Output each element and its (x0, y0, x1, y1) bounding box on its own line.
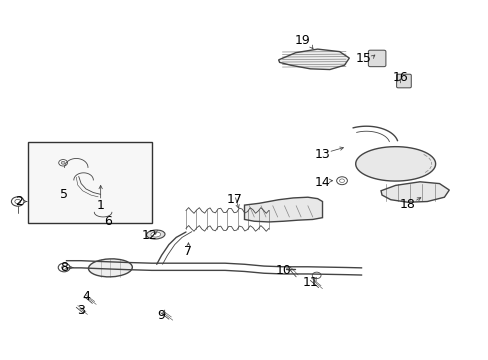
Text: 8: 8 (60, 261, 68, 274)
Circle shape (336, 177, 346, 185)
FancyBboxPatch shape (367, 50, 385, 67)
Text: 11: 11 (302, 276, 318, 289)
Polygon shape (355, 147, 435, 181)
Text: 4: 4 (82, 290, 90, 303)
Text: 9: 9 (157, 309, 165, 322)
Text: 6: 6 (104, 215, 112, 228)
Text: 2: 2 (15, 195, 23, 208)
Ellipse shape (146, 230, 164, 239)
Polygon shape (380, 182, 448, 202)
Text: 3: 3 (77, 305, 85, 318)
Text: 7: 7 (184, 245, 192, 258)
Text: 10: 10 (275, 264, 291, 277)
Circle shape (15, 199, 20, 204)
FancyBboxPatch shape (27, 142, 152, 223)
Circle shape (339, 179, 344, 183)
Polygon shape (278, 49, 348, 69)
Text: 5: 5 (60, 188, 68, 201)
Text: 19: 19 (295, 34, 310, 48)
Circle shape (61, 266, 66, 269)
Circle shape (11, 197, 24, 206)
Text: 12: 12 (141, 229, 157, 242)
Text: 18: 18 (399, 198, 415, 211)
Text: 17: 17 (226, 193, 242, 206)
FancyBboxPatch shape (396, 74, 410, 88)
Text: 1: 1 (97, 199, 104, 212)
Ellipse shape (88, 259, 132, 277)
Text: 15: 15 (355, 51, 371, 64)
Ellipse shape (151, 232, 160, 237)
Text: 16: 16 (392, 71, 407, 84)
Text: 14: 14 (314, 176, 330, 189)
Polygon shape (244, 197, 322, 222)
Circle shape (312, 272, 321, 279)
Circle shape (61, 161, 65, 164)
Circle shape (58, 263, 70, 272)
Circle shape (59, 159, 67, 166)
Text: 13: 13 (314, 148, 330, 161)
